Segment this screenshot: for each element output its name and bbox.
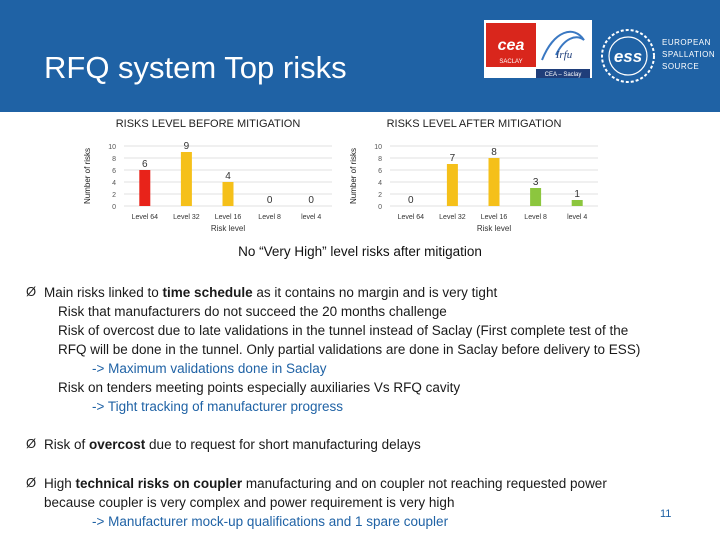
- data-label: 0: [408, 195, 414, 206]
- y-tick-label: 0: [112, 204, 116, 211]
- svg-text:cea: cea: [498, 37, 525, 54]
- cea-irfu-logo: cea SACLAY Irfu CEA – Saclay: [484, 20, 592, 78]
- y-tick-label: 8: [112, 156, 116, 163]
- x-tick-label: Level 64: [132, 214, 159, 221]
- ess-line: SPALLATION: [662, 50, 716, 59]
- bullet-overcost: Risk of overcost due to request for shor…: [44, 435, 421, 454]
- y-tick-label: 2: [378, 192, 382, 199]
- bullet-text: High: [44, 476, 76, 491]
- page-number: 11: [660, 508, 672, 520]
- y-tick-label: 4: [378, 180, 382, 187]
- bullet-text: Main risks linked to: [44, 285, 163, 300]
- sub-item: Risk on tenders meeting points especiall…: [58, 380, 461, 395]
- data-label: 9: [184, 141, 190, 152]
- x-tick-label: Level 8: [524, 214, 547, 221]
- action-item: -> Tight tracking of manufacturer progre…: [92, 399, 343, 414]
- bullet-coupler: High technical risks on coupler manufact…: [44, 474, 607, 493]
- x-tick-label: Level 32: [439, 214, 466, 221]
- data-label: 7: [450, 153, 456, 164]
- y-tick-label: 6: [378, 168, 382, 175]
- bullet-text: due to request for short manufacturing d…: [145, 437, 421, 452]
- x-tick-label: level 4: [301, 214, 321, 221]
- y-axis-label: Number of risks: [83, 148, 92, 204]
- slide-title: RFQ system Top risks: [44, 50, 347, 85]
- y-tick-label: 6: [112, 168, 116, 175]
- action-item: -> Maximum validations done in Saclay: [92, 361, 327, 376]
- sub-item: Risk of overcost due to late validations…: [58, 323, 629, 338]
- bullet-text: Risk of: [44, 437, 90, 452]
- data-label: 6: [142, 159, 148, 170]
- cea-saclay-label: SACLAY: [499, 59, 522, 65]
- bar: [530, 188, 542, 206]
- data-label: 0: [308, 195, 314, 206]
- bullet-marker: Ø: [26, 436, 37, 451]
- irfu-label: Irfu: [555, 49, 573, 61]
- x-axis-label: Risk level: [211, 224, 245, 233]
- bullet-marker: Ø: [26, 284, 37, 299]
- bullet-continuation: because coupler is very complex and powe…: [44, 495, 455, 510]
- chart-title: RISKS LEVEL BEFORE MITIGATION: [116, 118, 301, 130]
- x-tick-label: Level 16: [481, 214, 508, 221]
- bullet-emphasis: overcost: [89, 437, 146, 452]
- y-tick-label: 2: [112, 192, 116, 199]
- x-tick-label: Level 8: [258, 214, 281, 221]
- data-label: 1: [574, 189, 580, 200]
- summary-statement: No “Very High” level risks after mitigat…: [238, 244, 482, 259]
- x-tick-label: Level 32: [173, 214, 200, 221]
- bar: [222, 182, 234, 206]
- bullet-emphasis: time schedule: [162, 285, 253, 300]
- y-tick-label: 8: [378, 156, 382, 163]
- bar: [180, 152, 192, 206]
- sub-item: Risk that manufacturers do not succeed t…: [58, 304, 447, 319]
- ess-wordmark: EUROPEAN SPALLATION SOURCE: [662, 37, 715, 73]
- data-label: 4: [225, 171, 231, 182]
- x-tick-label: Level 16: [215, 214, 242, 221]
- ess-line: EUROPEAN: [662, 38, 711, 47]
- ess-line: SOURCE: [662, 62, 700, 71]
- bar: [488, 158, 500, 206]
- data-label: 8: [491, 147, 497, 158]
- data-label: 3: [533, 177, 539, 188]
- sub-item: RFQ will be done in the tunnel. Only par…: [58, 342, 641, 357]
- bullet-marker: Ø: [26, 475, 37, 490]
- ess-logo: ess: [598, 26, 658, 86]
- x-axis-label: Risk level: [477, 224, 511, 233]
- y-tick-label: 10: [108, 144, 116, 151]
- cea-caption: CEA – Saclay: [545, 72, 582, 78]
- chart-before-mitigation: RISKS LEVEL BEFORE MITIGATION Number of r…: [83, 116, 352, 236]
- cea-logo-icon: cea SACLAY Irfu CEA – Saclay: [486, 23, 590, 78]
- bullet-text: as it contains no margin and is very tig…: [252, 285, 498, 300]
- y-tick-label: 0: [378, 204, 382, 211]
- data-label: 0: [267, 195, 273, 206]
- bullet-main-risks: Main risks linked to time schedule as it…: [44, 283, 497, 302]
- x-tick-label: Level 64: [398, 214, 425, 221]
- slide-header: RFQ system Top risks cea SACLAY Irfu CEA…: [0, 0, 720, 112]
- y-axis-label: Number of risks: [349, 148, 358, 204]
- chart-after-mitigation: RISKS LEVEL AFTER MITIGATION Number of ri…: [349, 116, 618, 236]
- bar: [571, 200, 583, 206]
- x-tick-label: level 4: [567, 214, 587, 221]
- bar: [446, 164, 458, 206]
- ess-logo-icon: ess: [601, 29, 655, 83]
- ess-mark: ess: [614, 47, 642, 66]
- chart-title: RISKS LEVEL AFTER MITIGATION: [387, 118, 562, 130]
- y-tick-label: 4: [112, 180, 116, 187]
- bullet-text: manufacturing and on coupler not reachin…: [242, 476, 607, 491]
- action-item: -> Manufacturer mock-up qualifications a…: [92, 514, 449, 529]
- bullet-emphasis: technical risks on coupler: [75, 476, 243, 491]
- chart-after-svg: RISKS LEVEL AFTER MITIGATION Number of ri…: [349, 118, 598, 233]
- bar: [139, 170, 151, 206]
- y-tick-label: 10: [374, 144, 382, 151]
- chart-before-svg: RISKS LEVEL BEFORE MITIGATION Number of r…: [83, 118, 332, 233]
